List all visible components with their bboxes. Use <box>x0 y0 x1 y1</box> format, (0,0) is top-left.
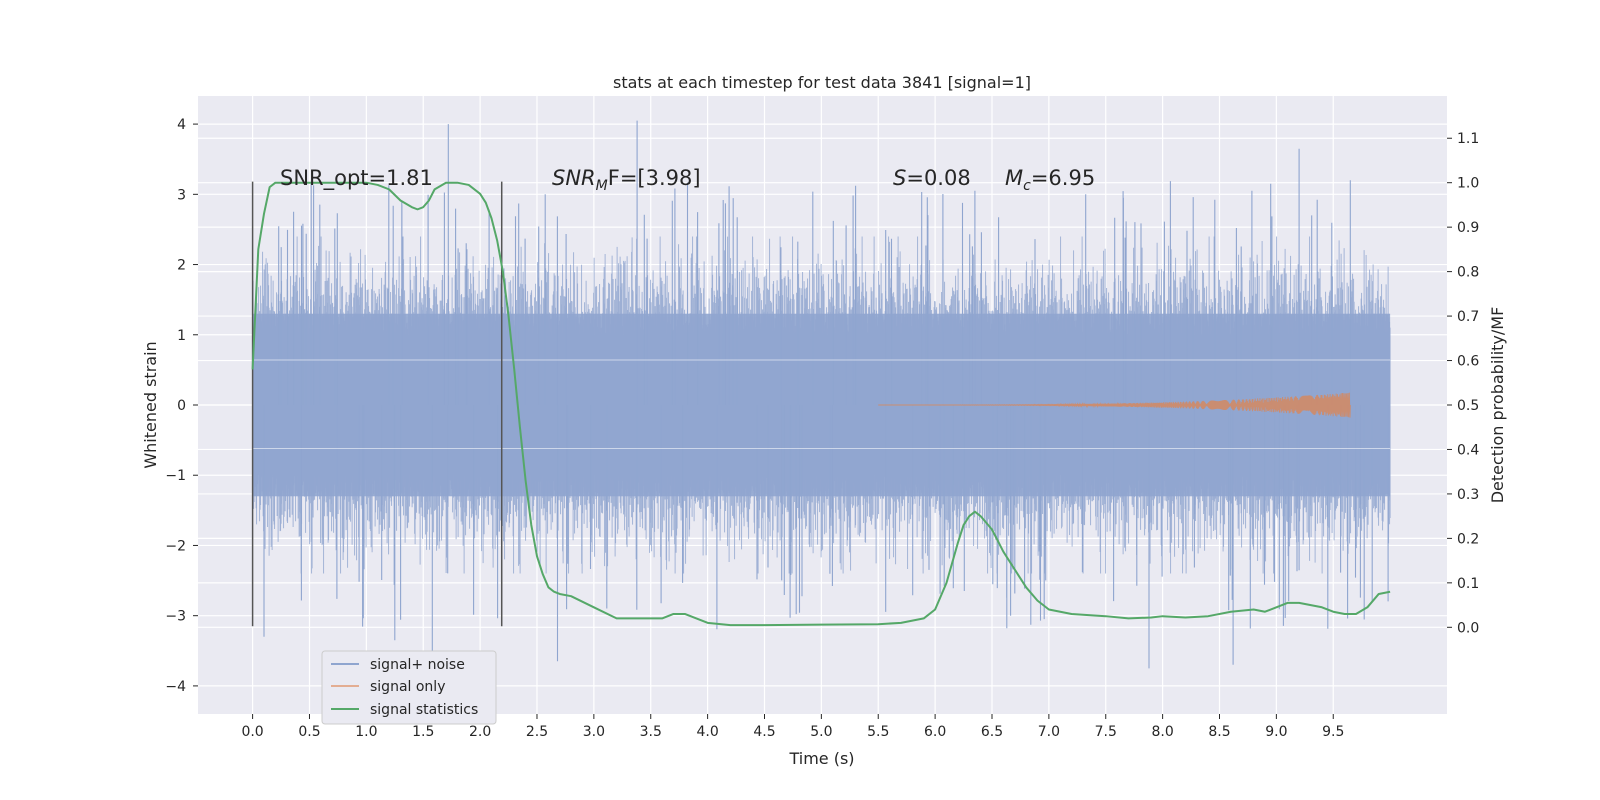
x-tick-label: 6.0 <box>924 724 946 740</box>
y-right-tick-label: 1.1 <box>1457 131 1479 147</box>
annotation-mc: Mc=6.95 <box>1005 166 1095 194</box>
x-tick-label: 7.0 <box>1038 724 1060 740</box>
x-axis-ticks: 0.0 0.5 1.0 1.5 2.0 2.5 3.0 3.5 4.0 4.5 5.0 5.5 6.0 6… <box>241 714 1344 740</box>
y-left-axis-label: Whitened strain <box>141 341 160 468</box>
x-tick-label: 8.0 <box>1151 724 1173 740</box>
noise-spikes <box>263 120 1389 669</box>
y-right-tick-label: 0.2 <box>1457 531 1479 547</box>
x-tick-label: 9.0 <box>1265 724 1287 740</box>
y-left-axis-ticks: 4 3 2 1 0 −1 −2 −3 −4 <box>165 117 198 695</box>
annotation-snr-mf: SNRMF=[3.98] <box>552 166 701 194</box>
y-right-tick-label: 0.9 <box>1457 220 1479 236</box>
annotation-mc-var: M <box>1005 166 1023 190</box>
x-tick-label: 1.5 <box>412 724 434 740</box>
statistics-line <box>251 181 1391 627</box>
y-left-tick-label: −3 <box>165 609 186 625</box>
y-left-tick-label: −4 <box>165 679 186 695</box>
annotation-snr-mf-var: SNR <box>552 166 596 190</box>
y-right-axis-label: Detection probability/MF <box>1488 307 1507 504</box>
legend-box <box>321 650 497 725</box>
y-right-tick-label: 0.6 <box>1457 354 1479 370</box>
legend-label-signal-only: signal only <box>370 679 445 695</box>
x-tick-label: 5.0 <box>810 724 832 740</box>
annotation-snr-opt: SNR_opt=1.81 <box>280 166 433 191</box>
y-right-tick-label: 0.8 <box>1457 265 1479 281</box>
y-left-tick-label: −2 <box>165 538 186 554</box>
x-tick-label: 4.5 <box>753 724 775 740</box>
x-tick-label: 3.5 <box>640 724 662 740</box>
annotation-s-val: =0.08 <box>906 166 970 190</box>
annotation-snr-mf-sub: M <box>596 178 608 194</box>
y-right-tick-label: 0.0 <box>1457 620 1479 636</box>
annotation-s: S=0.08 <box>893 166 971 190</box>
x-axis-label: Time (s) <box>788 749 854 768</box>
annotation-s-var: S <box>893 166 906 190</box>
x-tick-label: 2.0 <box>469 724 491 740</box>
legend: signal+ noise signal only signal statist… <box>321 650 497 725</box>
annotation-mc-sub: c <box>1023 178 1031 194</box>
y-right-tick-label: 0.3 <box>1457 487 1479 503</box>
x-tick-label: 6.5 <box>981 724 1003 740</box>
x-tick-label: 2.5 <box>526 724 548 740</box>
chart-title: stats at each timestep for test data 384… <box>613 73 1031 92</box>
y-left-tick-label: 4 <box>177 117 186 133</box>
y-right-tick-label: 0.4 <box>1457 442 1479 458</box>
x-tick-label: 5.5 <box>867 724 889 740</box>
y-right-axis-ticks: 1.1 1.0 0.9 0.8 0.7 0.6 0.5 0.4 0.3 0.2 0.1 0.0 <box>1447 131 1479 636</box>
legend-label-signal-noise: signal+ noise <box>370 657 465 673</box>
x-tick-label: 9.5 <box>1322 724 1344 740</box>
series-signal-statistics <box>251 181 1391 627</box>
x-tick-label: 8.5 <box>1208 724 1230 740</box>
x-tick-label: 1.0 <box>355 724 377 740</box>
series-signal-only <box>878 392 1351 418</box>
y-left-tick-label: 2 <box>177 258 186 274</box>
y-right-tick-label: 0.5 <box>1457 398 1479 414</box>
y-left-tick-label: 3 <box>177 187 186 203</box>
x-tick-label: 0.5 <box>298 724 320 740</box>
annotation-snr-mf-rest: F=[3.98] <box>608 166 701 190</box>
annotation-mc-val: =6.95 <box>1031 166 1095 190</box>
y-right-tick-label: 0.7 <box>1457 309 1479 325</box>
x-tick-label: 0.0 <box>241 724 263 740</box>
y-left-tick-label: 0 <box>177 398 186 414</box>
x-tick-label: 7.5 <box>1095 724 1117 740</box>
y-left-tick-label: −1 <box>165 468 186 484</box>
vertical-markers <box>251 181 503 627</box>
x-tick-label: 3.0 <box>583 724 605 740</box>
legend-label-signal-statistics: signal statistics <box>370 702 478 718</box>
y-right-tick-label: 0.1 <box>1457 576 1479 592</box>
x-tick-label: 4.0 <box>696 724 718 740</box>
y-left-tick-label: 1 <box>177 328 186 344</box>
y-right-tick-label: 1.0 <box>1457 176 1479 192</box>
signal-trace <box>878 392 1351 418</box>
